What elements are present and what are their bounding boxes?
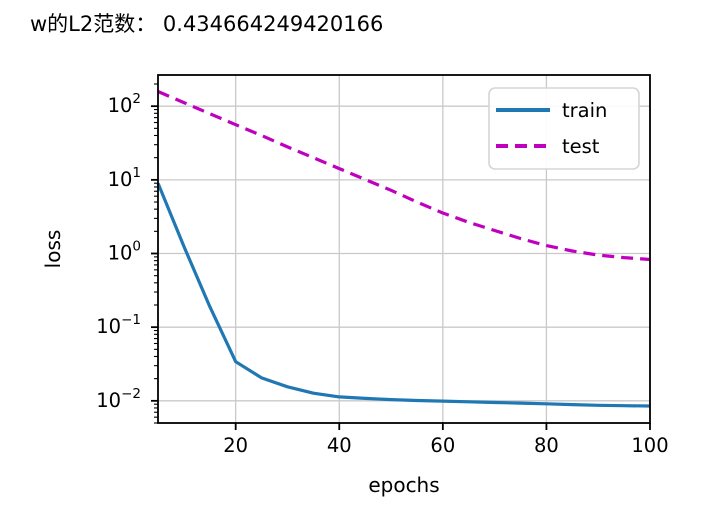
x-tick-label: 80 bbox=[534, 434, 559, 457]
y-tick-label: 10−2 bbox=[96, 386, 141, 412]
legend-label-test: test bbox=[562, 135, 600, 158]
figure-title: w的L2范数： 0.434664249420166 bbox=[30, 12, 384, 36]
x-tick-label: 20 bbox=[223, 434, 248, 457]
x-tick-label: 60 bbox=[430, 434, 455, 457]
series-line-train bbox=[156, 182, 651, 408]
y-tick-label: 10−1 bbox=[96, 312, 141, 338]
y-tick-label: 100 bbox=[108, 239, 141, 265]
y-tick-label: 101 bbox=[108, 165, 141, 191]
x-axis-label: epochs bbox=[368, 473, 439, 497]
axes-spines bbox=[157, 74, 651, 424]
legend-label-train: train bbox=[562, 99, 607, 122]
y-tick-label: 102 bbox=[108, 91, 141, 117]
x-tick-label: 40 bbox=[327, 434, 352, 457]
x-tick-label: 100 bbox=[631, 434, 668, 457]
series-line-test bbox=[157, 90, 651, 262]
y-axis-label: loss bbox=[41, 230, 65, 269]
